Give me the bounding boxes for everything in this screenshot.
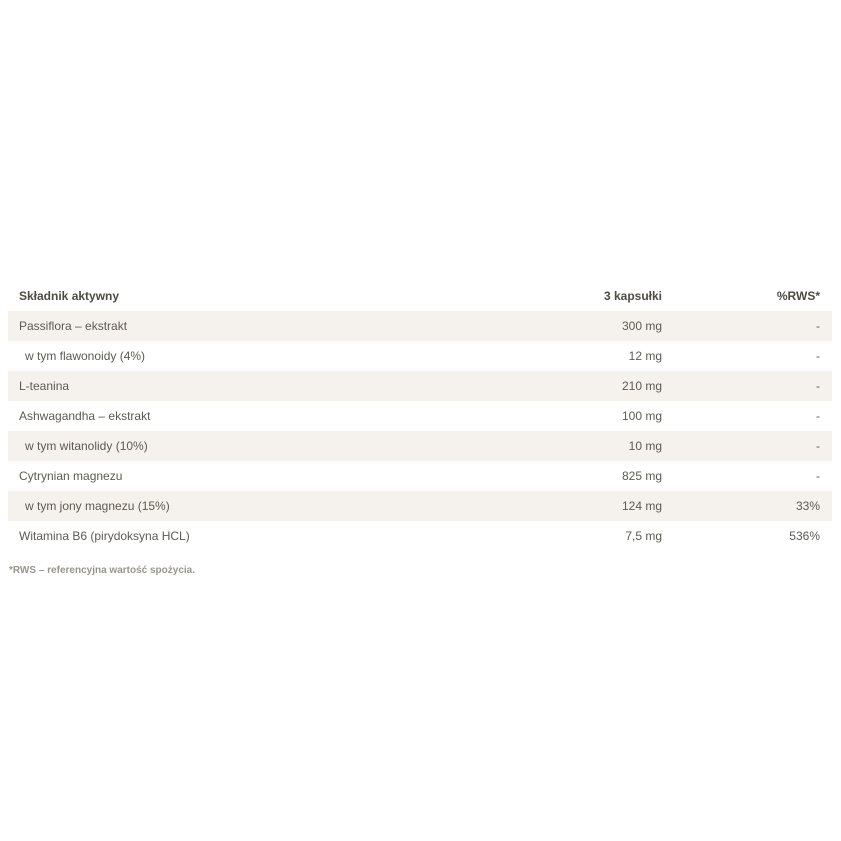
table-row: w tym witanolidy (10%) 10 mg - xyxy=(8,431,832,461)
ingredient-amount: 10 mg xyxy=(628,439,662,453)
ingredient-name: L-teanina xyxy=(19,379,70,393)
ingredient-name: w tym witanolidy (10%) xyxy=(25,439,148,453)
header-rws: %RWS* xyxy=(776,289,820,303)
table-row: Witamina B6 (pirydoksyna HCL) 7,5 mg 536… xyxy=(8,521,832,551)
ingredient-name: Cytrynian magnezu xyxy=(19,469,123,483)
table-row: Ashwagandha – ekstrakt 100 mg - xyxy=(8,401,832,431)
ingredient-rws: - xyxy=(816,379,820,393)
ingredient-amount: 124 mg xyxy=(621,499,662,513)
ingredient-name: w tym jony magnezu (15%) xyxy=(25,499,170,513)
header-ingredient: Składnik aktywny xyxy=(19,289,120,303)
table-row: Cytrynian magnezu 825 mg - xyxy=(8,461,832,491)
ingredient-rws: - xyxy=(816,409,820,423)
table-header-row: Składnik aktywny 3 kapsułki %RWS* xyxy=(8,281,832,311)
ingredient-rws: 33% xyxy=(795,499,820,513)
ingredient-amount: 210 mg xyxy=(621,379,662,393)
ingredient-rws: - xyxy=(816,319,820,333)
ingredient-name: Ashwagandha – ekstrakt xyxy=(19,409,151,423)
table-row: w tym jony magnezu (15%) 124 mg 33% xyxy=(8,491,832,521)
table-row: w tym flawonoidy (4%) 12 mg - xyxy=(8,341,832,371)
ingredient-name: Witamina B6 (pirydoksyna HCL) xyxy=(19,529,190,543)
header-amount: 3 kapsułki xyxy=(603,289,662,303)
ingredient-rws: - xyxy=(816,469,820,483)
ingredient-rws: - xyxy=(816,349,820,363)
rws-footnote: *RWS – referencyjna wartość spożycia. xyxy=(9,565,196,576)
ingredient-name: w tym flawonoidy (4%) xyxy=(25,349,146,363)
ingredient-amount: 300 mg xyxy=(621,319,662,333)
ingredient-name: Passiflora – ekstrakt xyxy=(19,319,128,333)
ingredient-rws: 536% xyxy=(789,529,820,543)
ingredient-rws: - xyxy=(816,439,820,453)
ingredient-amount: 7,5 mg xyxy=(625,529,662,543)
ingredient-amount: 100 mg xyxy=(621,409,662,423)
ingredient-amount: 12 mg xyxy=(628,349,662,363)
table-row: Passiflora – ekstrakt 300 mg - xyxy=(8,311,832,341)
ingredient-amount: 825 mg xyxy=(621,469,662,483)
table-row: L-teanina 210 mg - xyxy=(8,371,832,401)
nutrition-table: Składnik aktywny 3 kapsułki %RWS* Passif… xyxy=(8,281,832,551)
